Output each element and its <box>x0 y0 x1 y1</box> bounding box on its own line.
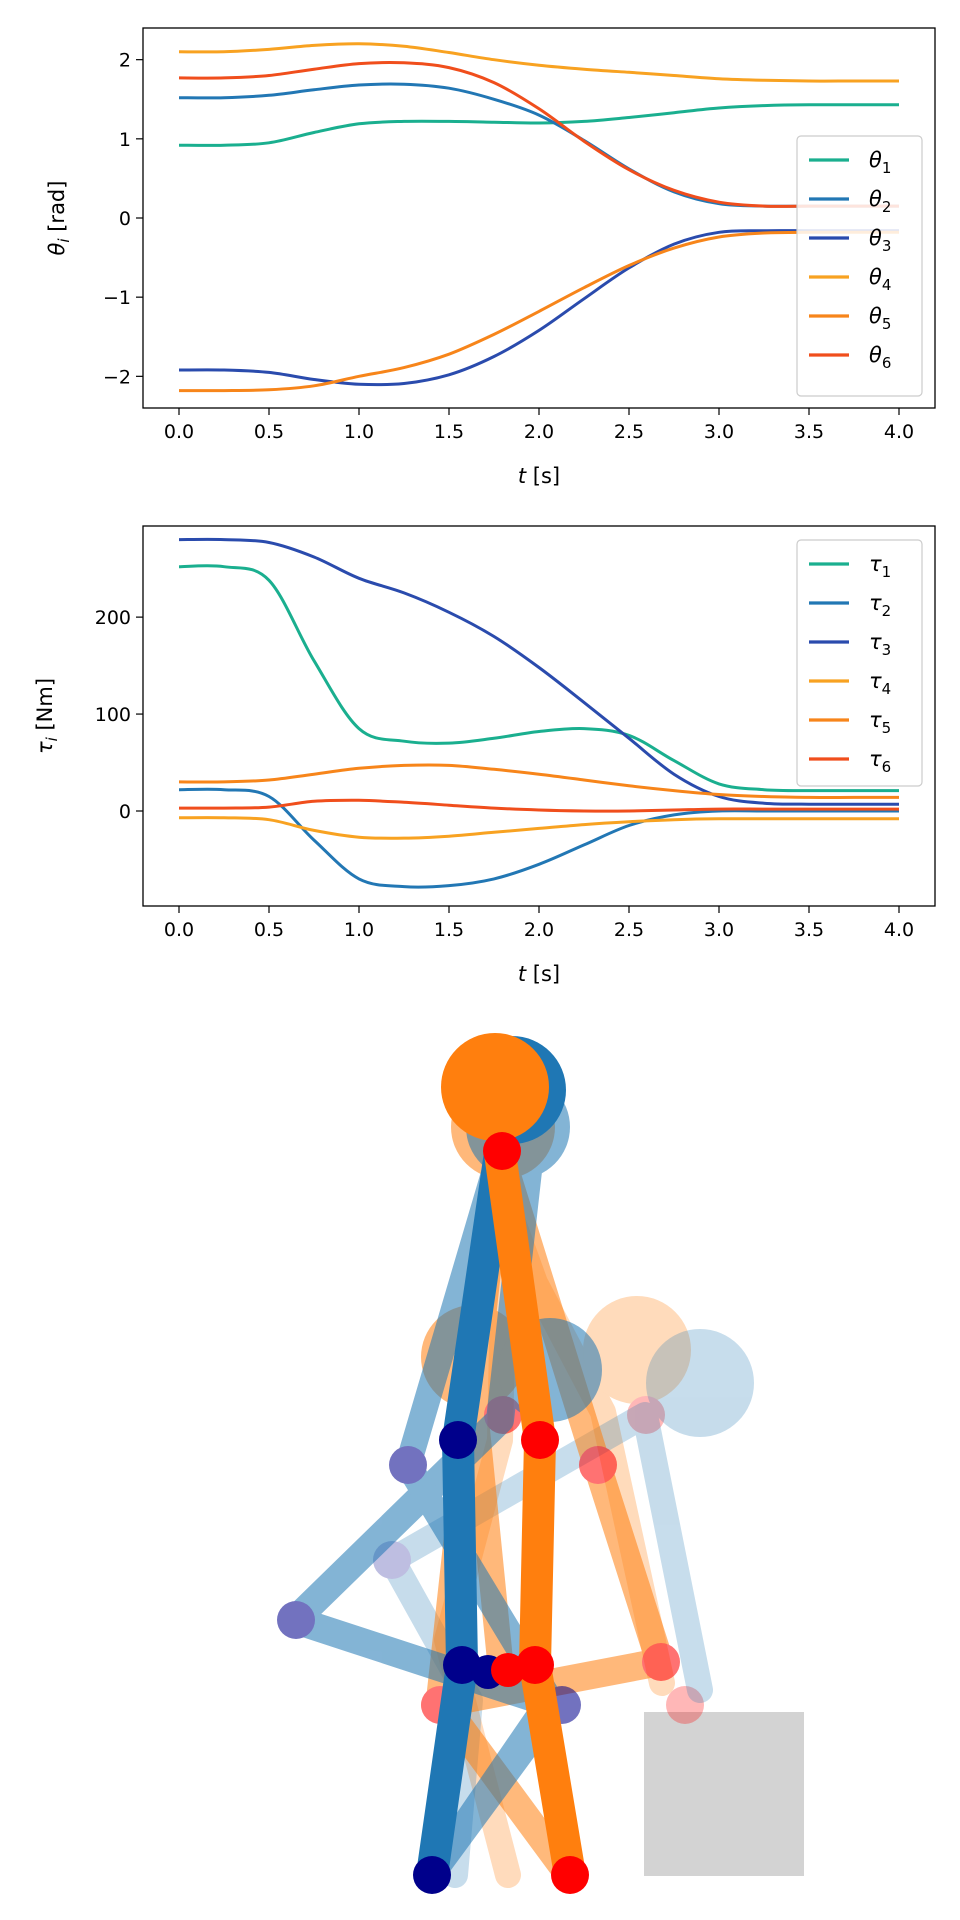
x-axis-label: t [s] <box>518 962 560 986</box>
x-axis-label: t [s] <box>518 464 560 488</box>
y-axis-label: τi [Nm] <box>33 678 61 754</box>
joint <box>439 1421 477 1459</box>
y-tick-label: −1 <box>103 287 131 309</box>
legend-entry: θ5 <box>869 304 891 333</box>
series-lines <box>178 537 899 889</box>
y-tick-label: 0 <box>119 801 131 823</box>
x-tick-label: 0.5 <box>254 919 284 941</box>
x-tick-label: 2.5 <box>614 421 644 443</box>
joint <box>666 1686 704 1724</box>
x-tick-label: 4.0 <box>884 421 914 443</box>
x-tick-label: 3.5 <box>794 421 824 443</box>
pose-final-orange <box>441 1033 589 1894</box>
legend-entry: θ4 <box>869 265 891 294</box>
series-line-5 <box>178 230 899 393</box>
x-tick-label: 2.0 <box>524 919 554 941</box>
joint <box>579 1446 617 1484</box>
legend-entry: τ3 <box>869 630 891 659</box>
legend-entry: τ2 <box>869 591 891 620</box>
robot-pose-diagram <box>277 1033 804 1894</box>
x-tick-label: 4.0 <box>884 919 914 941</box>
joint <box>521 1421 559 1459</box>
x-tick-label: 1.0 <box>344 919 374 941</box>
end-effector-mass <box>646 1329 754 1437</box>
series-line-5 <box>178 763 899 799</box>
legend-entry: θ3 <box>869 226 891 255</box>
series-line-4 <box>178 42 899 83</box>
x-tick-label: 3.0 <box>704 421 734 443</box>
joint <box>413 1856 451 1894</box>
joint <box>491 1653 525 1687</box>
x-tick-label: 1.5 <box>434 421 464 443</box>
legend-entry: θ6 <box>869 343 891 372</box>
series-line-6 <box>178 61 899 208</box>
series-line-4 <box>178 816 899 840</box>
joint <box>627 1396 665 1434</box>
series-line-3 <box>178 229 899 387</box>
link-chain <box>484 1137 586 1891</box>
joint <box>389 1446 427 1484</box>
link-chain <box>379 1402 713 1888</box>
x-tick-label: 3.0 <box>704 919 734 941</box>
x-tick-label: 1.0 <box>344 421 374 443</box>
y-tick-label: −2 <box>103 366 131 388</box>
joint-angle-plot: 0.0 0.5 1.0 1.5 2.0 2.5 3.0 3.5 4.0 −2 −1 0 1 2 θ1 θ2… <box>45 27 936 488</box>
joint <box>551 1856 589 1894</box>
x-tick-label: 0.0 <box>164 421 194 443</box>
legend: θ1 θ2 θ3 θ4 θ5 θ6 <box>796 135 923 397</box>
y-tick-label: 100 <box>95 704 131 726</box>
series-line-3 <box>178 537 899 806</box>
x-tick-label: 0.5 <box>254 421 284 443</box>
legend-entry: τ5 <box>869 708 891 737</box>
x-tick-label: 1.5 <box>434 919 464 941</box>
legend: τ1 τ2 τ3 τ4 τ5 τ6 <box>796 539 923 787</box>
legend-entry: θ2 <box>869 187 891 216</box>
y-tick-label: 1 <box>119 129 131 151</box>
legend-entry: τ4 <box>869 669 891 698</box>
legend-entry: τ6 <box>869 747 891 776</box>
series-line-1 <box>178 103 900 147</box>
legend-entry: θ1 <box>869 148 891 177</box>
series-line-1 <box>178 564 899 793</box>
joint <box>483 1132 521 1170</box>
legend-entry: τ1 <box>869 552 891 581</box>
x-tick-label: 2.0 <box>524 421 554 443</box>
legend-box <box>796 135 923 397</box>
end-effector-mass <box>441 1033 549 1141</box>
y-tick-label: 200 <box>95 607 131 629</box>
joint <box>516 1646 554 1684</box>
y-ticks: −2 −1 0 1 2 <box>103 50 143 388</box>
obstacle-box <box>644 1712 804 1876</box>
legend-box <box>796 539 923 787</box>
x-ticks: 0.0 0.5 1.0 1.5 2.0 2.5 3.0 3.5 4.0 <box>164 408 914 443</box>
link-chain <box>395 1140 563 1888</box>
series-line-6 <box>178 798 899 813</box>
y-ticks: 0 100 200 <box>95 607 143 823</box>
x-tick-label: 0.0 <box>164 919 194 941</box>
joint-torque-plot: 0.0 0.5 1.0 1.5 2.0 2.5 3.0 3.5 4.0 0 100 200 τ1 τ2… <box>33 525 936 986</box>
link-chain <box>416 1137 516 1891</box>
joint <box>642 1643 680 1681</box>
series-lines <box>178 42 900 393</box>
joint <box>277 1601 315 1639</box>
x-ticks: 0.0 0.5 1.0 1.5 2.0 2.5 3.0 3.5 4.0 <box>164 906 914 941</box>
end-effector-mass <box>583 1296 691 1404</box>
x-tick-label: 2.5 <box>614 919 644 941</box>
y-tick-label: 0 <box>119 208 131 230</box>
x-tick-label: 3.5 <box>794 919 824 941</box>
y-axis-label: θi [rad] <box>45 181 73 256</box>
y-tick-label: 2 <box>119 50 131 72</box>
